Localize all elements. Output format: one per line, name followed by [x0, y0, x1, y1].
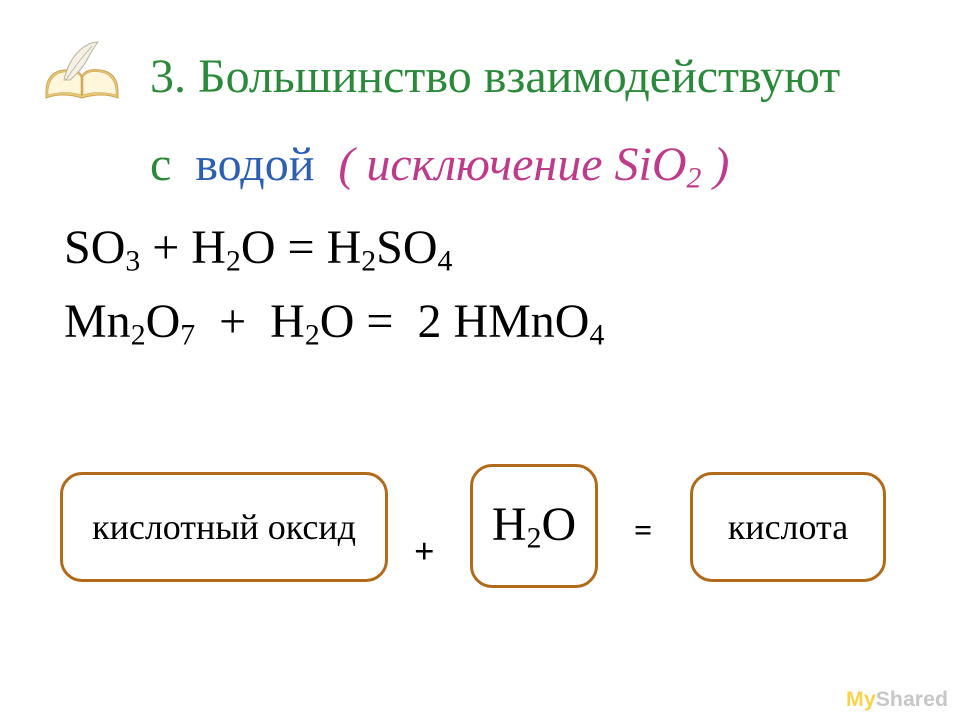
box-acid: кислота — [690, 472, 886, 582]
eq-subscript: 2 — [131, 319, 146, 352]
equals-symbol: = — [634, 512, 652, 549]
h2o-o: O — [541, 498, 576, 551]
box-acidic-oxide: кислотный оксид — [60, 472, 388, 582]
eq-segment: O — [146, 295, 181, 348]
box-label: кислота — [728, 506, 848, 548]
eq-segment: SO — [64, 221, 125, 274]
title-line-2b: водой — [171, 138, 314, 191]
box-water: H2O — [470, 464, 598, 588]
title-line-2a: с — [150, 138, 171, 191]
exception-pre: ( исключение SiO — [314, 138, 686, 191]
exception-post: ) — [701, 138, 729, 191]
slide: 3. Большинство взаимодействуют с водой (… — [0, 0, 960, 720]
watermark-shared: Shared — [876, 687, 948, 711]
book-quill-icon — [38, 46, 126, 102]
eq-subscript: 7 — [180, 319, 195, 352]
eq-subscript: 4 — [437, 244, 452, 277]
reaction-diagram: кислотный оксид + H2O = кислота — [60, 450, 920, 610]
box-label: кислотный оксид — [92, 506, 356, 548]
box-label: H2O — [492, 497, 576, 555]
eq-segment: O = — [320, 295, 394, 348]
eq-coefficient: 2 — [393, 295, 441, 348]
eq-subscript: 4 — [589, 319, 604, 352]
eq-subscript: 2 — [305, 319, 320, 352]
eq-subscript: 2 — [226, 244, 241, 277]
plus-symbol: + — [414, 530, 435, 572]
exception-sub: 2 — [687, 162, 702, 195]
eq-segment: Mn — [64, 295, 131, 348]
equation-row: Mn2O7 + H2O = 2 HMnO4 — [64, 294, 604, 352]
eq-segment: O = — [241, 221, 315, 274]
h2o-h: H — [492, 498, 527, 551]
watermark: MyShared — [846, 687, 948, 712]
eq-subscript: 2 — [361, 244, 376, 277]
eq-subscript: 3 — [125, 244, 140, 277]
eq-segment: SO — [376, 221, 437, 274]
equation-row: SO3 + H2O = H2SO4 — [64, 220, 604, 278]
h2o-2: 2 — [527, 521, 542, 554]
title-exception: ( исключение SiO2 ) — [314, 138, 729, 191]
title-line-1: 3. Большинство взаимодействуют — [150, 50, 840, 103]
eq-segment: + H — [195, 295, 305, 348]
eq-segment: + H — [140, 221, 226, 274]
quill-icon — [58, 40, 100, 84]
slide-title: 3. Большинство взаимодействуют с водой (… — [150, 40, 920, 203]
chem-equations: SO3 + H2O = H2SO4 Mn2O7 + H2O = 2 HMnO4 — [64, 220, 604, 369]
eq-segment: HMnO — [441, 295, 589, 348]
eq-segment: H — [315, 221, 362, 274]
watermark-my: My — [846, 687, 876, 711]
